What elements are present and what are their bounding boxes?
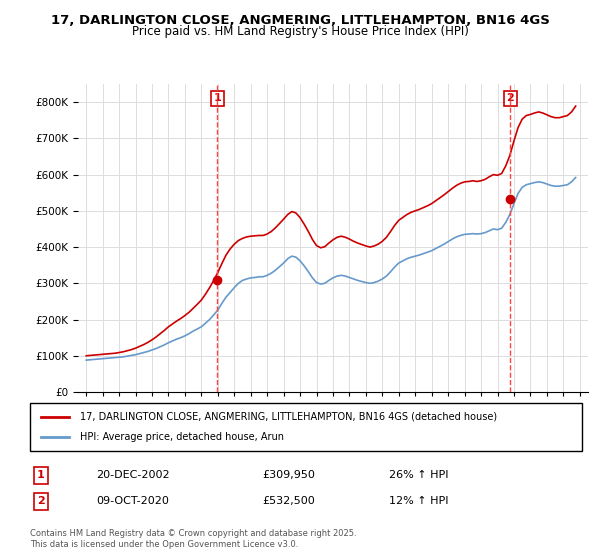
Text: £309,950: £309,950	[262, 470, 315, 480]
Text: 1: 1	[214, 94, 221, 104]
Text: 09-OCT-2020: 09-OCT-2020	[96, 496, 169, 506]
Text: HPI: Average price, detached house, Arun: HPI: Average price, detached house, Arun	[80, 432, 284, 442]
Text: 12% ↑ HPI: 12% ↑ HPI	[389, 496, 448, 506]
Text: 2: 2	[506, 94, 514, 104]
Text: 2: 2	[37, 496, 45, 506]
Text: 20-DEC-2002: 20-DEC-2002	[96, 470, 170, 480]
FancyBboxPatch shape	[30, 403, 582, 451]
Text: 17, DARLINGTON CLOSE, ANGMERING, LITTLEHAMPTON, BN16 4GS: 17, DARLINGTON CLOSE, ANGMERING, LITTLEH…	[50, 14, 550, 27]
Text: 1: 1	[37, 470, 45, 480]
Text: £532,500: £532,500	[262, 496, 314, 506]
Text: Price paid vs. HM Land Registry's House Price Index (HPI): Price paid vs. HM Land Registry's House …	[131, 25, 469, 38]
Text: 26% ↑ HPI: 26% ↑ HPI	[389, 470, 448, 480]
Text: Contains HM Land Registry data © Crown copyright and database right 2025.
This d: Contains HM Land Registry data © Crown c…	[30, 529, 356, 549]
Text: 17, DARLINGTON CLOSE, ANGMERING, LITTLEHAMPTON, BN16 4GS (detached house): 17, DARLINGTON CLOSE, ANGMERING, LITTLEH…	[80, 412, 497, 422]
